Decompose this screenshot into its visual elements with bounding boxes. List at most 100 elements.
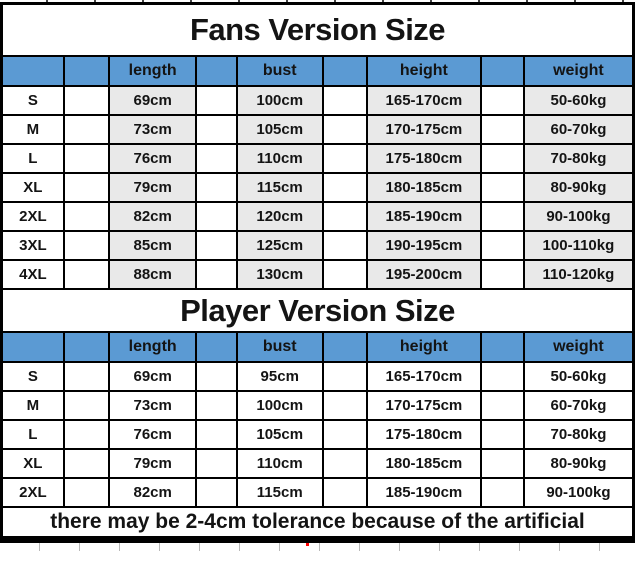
spacer-cell (479, 419, 525, 450)
header-height: height (366, 55, 482, 87)
player-table-title: Player Version Size (0, 288, 635, 333)
weight-value: 50-60kg (522, 85, 635, 116)
spacer-cell (195, 259, 238, 290)
spacer-cell (62, 390, 110, 421)
spacer-cell (195, 201, 238, 232)
header-spacer (195, 55, 238, 87)
header-bust: bust (235, 55, 324, 87)
header-cell-empty (0, 55, 65, 87)
height-value: 190-195cm (366, 230, 482, 261)
spacer-cell (321, 85, 369, 116)
spacer-cell (62, 259, 110, 290)
spacer-cell (321, 114, 369, 145)
table-row: M 73cm 100cm 170-175cm 60-70kg (0, 390, 635, 421)
height-value: 175-180cm (366, 143, 482, 174)
bust-value: 115cm (235, 477, 324, 508)
bust-value: 105cm (235, 114, 324, 145)
length-value: 82cm (107, 477, 198, 508)
weight-value: 90-100kg (522, 201, 635, 232)
header-spacer (479, 331, 525, 363)
bust-value: 115cm (235, 172, 324, 203)
spacer-cell (62, 448, 110, 479)
spacer-cell (321, 230, 369, 261)
spacer-cell (62, 361, 110, 392)
table-row: XL 79cm 115cm 180-185cm 80-90kg (0, 172, 635, 203)
fans-table-title: Fans Version Size (0, 2, 635, 57)
bust-value: 110cm (235, 143, 324, 174)
note-row: there may be 2-4cm tolerance because of … (0, 506, 635, 539)
header-length: length (107, 55, 198, 87)
spacer-cell (321, 419, 369, 450)
spacer-cell (195, 361, 238, 392)
spacer-cell (321, 361, 369, 392)
fans-header-row: length bust height weight (0, 55, 635, 87)
spacer-cell (479, 143, 525, 174)
header-weight: weight (522, 55, 635, 87)
spacer-cell (195, 85, 238, 116)
spacer-cell (195, 114, 238, 145)
height-value: 170-175cm (366, 114, 482, 145)
size-tables: Fans Version Size length bust height wei… (0, 2, 635, 539)
length-value: 82cm (107, 201, 198, 232)
header-cell-empty (0, 331, 65, 363)
size-label: 3XL (0, 230, 65, 261)
spacer-cell (479, 390, 525, 421)
height-value: 185-190cm (366, 477, 482, 508)
length-value: 69cm (107, 361, 198, 392)
player-table-body: S 69cm 95cm 165-170cm 50-60kg M 73cm 100cm 170-1… (0, 361, 635, 508)
clipped-red-text-fragment (306, 543, 309, 546)
spacer-cell (321, 201, 369, 232)
bust-value: 130cm (235, 259, 324, 290)
length-value: 88cm (107, 259, 198, 290)
table-row: 2XL 82cm 115cm 185-190cm 90-100kg (0, 477, 635, 508)
height-value: 170-175cm (366, 390, 482, 421)
spacer-cell (321, 390, 369, 421)
spacer-cell (195, 419, 238, 450)
spacer-cell (321, 477, 369, 508)
player-title-section: Player Version Size length bust height w… (0, 288, 635, 363)
spacer-cell (62, 172, 110, 203)
weight-value: 80-90kg (522, 448, 635, 479)
spacer-cell (62, 143, 110, 174)
header-spacer (321, 55, 369, 87)
header-weight: weight (522, 331, 635, 363)
spacer-cell (195, 390, 238, 421)
weight-value: 90-100kg (522, 477, 635, 508)
header-spacer (62, 331, 110, 363)
size-label: 4XL (0, 259, 65, 290)
tolerance-note: there may be 2-4cm tolerance because of … (0, 506, 635, 539)
spacer-cell (195, 172, 238, 203)
player-title-row: Player Version Size (0, 288, 635, 333)
header-spacer (195, 331, 238, 363)
size-label: L (0, 419, 65, 450)
table-row: S 69cm 95cm 165-170cm 50-60kg (0, 361, 635, 392)
spacer-cell (479, 361, 525, 392)
header-length: length (107, 331, 198, 363)
weight-value: 100-110kg (522, 230, 635, 261)
length-value: 76cm (107, 143, 198, 174)
size-label: 2XL (0, 477, 65, 508)
spacer-cell (479, 201, 525, 232)
spacer-cell (321, 448, 369, 479)
size-label: L (0, 143, 65, 174)
weight-value: 60-70kg (522, 114, 635, 145)
height-value: 180-185cm (366, 172, 482, 203)
table-row: L 76cm 110cm 175-180cm 70-80kg (0, 143, 635, 174)
height-value: 185-190cm (366, 201, 482, 232)
length-value: 76cm (107, 419, 198, 450)
length-value: 85cm (107, 230, 198, 261)
spacer-cell (479, 85, 525, 116)
player-header-row: length bust height weight (0, 331, 635, 363)
size-label: XL (0, 172, 65, 203)
weight-value: 80-90kg (522, 172, 635, 203)
spacer-cell (479, 477, 525, 508)
clipped-row-bottom (0, 543, 635, 551)
size-label: M (0, 390, 65, 421)
weight-value: 70-80kg (522, 419, 635, 450)
weight-value: 110-120kg (522, 259, 635, 290)
height-value: 165-170cm (366, 361, 482, 392)
table-row: L 76cm 105cm 175-180cm 70-80kg (0, 419, 635, 450)
spacer-cell (62, 419, 110, 450)
spacer-cell (195, 448, 238, 479)
table-row: 3XL 85cm 125cm 190-195cm 100-110kg (0, 230, 635, 261)
